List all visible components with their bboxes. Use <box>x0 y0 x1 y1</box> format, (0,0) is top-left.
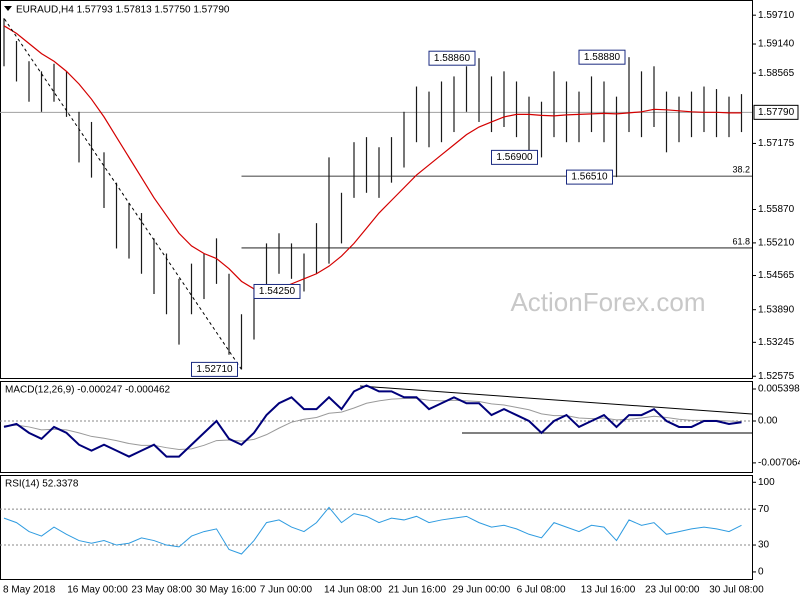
trendline <box>3 17 242 370</box>
macd-line <box>3 384 742 458</box>
macd-trendline <box>359 385 753 415</box>
y-tick-label: 1.52575 <box>758 371 795 382</box>
x-tick-label: 29 Jun 00:00 <box>452 585 510 596</box>
main-panel <box>0 0 753 379</box>
y-tick-label: 1.53890 <box>758 304 795 315</box>
annotation-label: 1.56900 <box>496 152 533 163</box>
annotation-box <box>578 49 626 65</box>
y-tick-label: 1.58565 <box>758 68 795 79</box>
y-tick-label: 1.54565 <box>758 270 795 281</box>
last-price-box <box>753 104 799 120</box>
annotation-label: 1.52710 <box>196 364 233 375</box>
x-tick-label: 21 Jun 16:00 <box>388 585 446 596</box>
x-tick-label: 16 May 00:00 <box>67 585 128 596</box>
annotation-label: 1.54250 <box>259 286 296 297</box>
annotation-box <box>191 361 238 377</box>
x-tick-label: 14 Jun 08:00 <box>324 585 382 596</box>
moving-average <box>3 25 742 293</box>
panel-title: RSI(14) 52.3378 <box>5 479 79 490</box>
annotation-label: 1.58860 <box>434 53 471 64</box>
fib-label: 61.8 <box>732 236 750 246</box>
menu-arrow <box>4 6 12 11</box>
y-tick-label: 30 <box>758 540 770 551</box>
y-tick-label: 1.53245 <box>758 337 795 348</box>
annotation-box <box>491 149 538 165</box>
annotation-label: 1.56510 <box>571 172 608 183</box>
x-tick-label: 23 Jul 00:00 <box>645 585 700 596</box>
y-tick-label: 70 <box>758 504 770 515</box>
y-tick-label: 1.55870 <box>758 204 795 215</box>
x-tick-label: 7 Jun 00:00 <box>260 585 313 596</box>
panel-title: MACD(12,26,9) -0.000247 -0.000462 <box>5 385 171 396</box>
y-tick-label: 0.005398 <box>758 384 800 395</box>
y-tick-label: 0.00 <box>758 416 778 427</box>
fib-label: 38.2 <box>732 164 750 174</box>
signal-line <box>3 397 742 450</box>
x-tick-label: 23 May 08:00 <box>131 585 192 596</box>
annotation-label: 1.58880 <box>584 52 621 63</box>
annotation-box <box>253 283 301 299</box>
macd-panel <box>0 381 753 473</box>
watermark: ActionForex.com <box>510 287 705 317</box>
x-tick-label: 6 Jul 08:00 <box>517 585 566 596</box>
y-tick-label: -0.007064 <box>758 458 800 469</box>
annotation-box <box>566 169 613 185</box>
x-tick-label: 8 May 2018 <box>3 585 56 596</box>
annotation-box <box>428 50 476 66</box>
y-tick-label: 1.59710 <box>758 10 795 21</box>
y-tick-label: 0 <box>758 567 764 578</box>
y-tick-label: 1.59140 <box>758 39 795 50</box>
x-tick-label: 30 Jul 08:00 <box>709 585 764 596</box>
y-tick-label: 1.55210 <box>758 238 795 249</box>
y-tick-label: 100 <box>758 477 775 488</box>
rsi-line <box>3 506 742 555</box>
rsi-panel <box>0 475 753 580</box>
y-tick-label: 1.57175 <box>758 138 795 149</box>
last-price-label: 1.57790 <box>758 107 795 118</box>
x-tick-label: 30 May 16:00 <box>196 585 257 596</box>
chart-title: EURAUD,H4 1.57793 1.57813 1.57750 1.5779… <box>16 5 230 16</box>
x-tick-label: 13 Jul 16:00 <box>581 585 636 596</box>
